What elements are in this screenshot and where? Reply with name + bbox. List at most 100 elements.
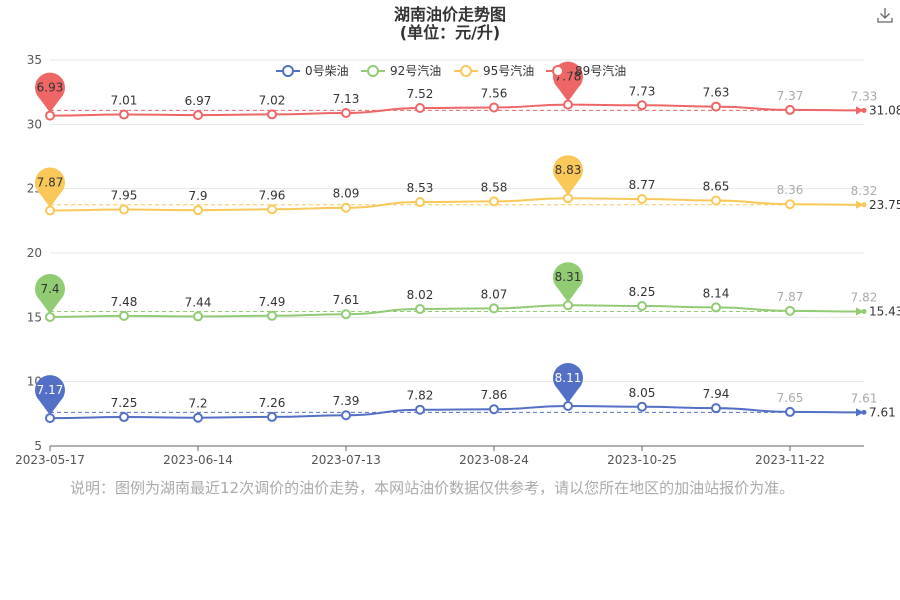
- data-label: 7.52: [407, 87, 434, 101]
- data-point[interactable]: [267, 310, 277, 321]
- data-point[interactable]: [267, 411, 277, 422]
- data-point[interactable]: [267, 204, 277, 215]
- data-point[interactable]: [193, 205, 203, 216]
- data-point[interactable]: [45, 110, 55, 121]
- data-point[interactable]: [119, 109, 129, 120]
- average-label: 23.75: [869, 198, 900, 212]
- data-point[interactable]: [637, 401, 647, 412]
- y-tick-label: 15: [27, 310, 42, 324]
- data-label: 8.32: [851, 184, 878, 198]
- data-point[interactable]: [489, 102, 499, 113]
- data-label: 7.13: [333, 92, 360, 106]
- data-label: 8.02: [407, 288, 434, 302]
- legend-marker: [367, 65, 379, 77]
- data-point[interactable]: [711, 403, 721, 414]
- data-label: 7.73: [629, 84, 656, 98]
- data-point[interactable]: [563, 99, 573, 110]
- data-point[interactable]: [415, 197, 425, 208]
- series-0: 7.61 7.25 7.2 7.26 7.39 7.82 7.86 8.05 7.94 7.65 7…: [35, 362, 896, 424]
- x-axis: 2023-05-17 2023-06-14 2023-07-13 2023-08-24…: [15, 445, 864, 467]
- y-tick-label: 30: [27, 117, 42, 131]
- data-point[interactable]: [45, 311, 55, 322]
- data-label: 7.02: [259, 93, 286, 107]
- min-marker-bubble: [35, 167, 65, 198]
- data-label: 7.26: [259, 396, 286, 410]
- legend-item-1[interactable]: 92号汽油: [361, 63, 441, 78]
- average-arrow: [856, 307, 864, 316]
- data-point[interactable]: [119, 204, 129, 215]
- data-point[interactable]: [637, 301, 647, 312]
- data-point[interactable]: [45, 413, 55, 424]
- data-point[interactable]: [341, 309, 351, 320]
- data-point[interactable]: [861, 309, 867, 315]
- data-point[interactable]: [489, 303, 499, 314]
- data-point[interactable]: [563, 400, 573, 411]
- data-point[interactable]: [861, 202, 867, 208]
- data-point[interactable]: [415, 303, 425, 314]
- average-arrow: [856, 200, 864, 209]
- legend-label: 92号汽油: [390, 63, 441, 78]
- data-point[interactable]: [489, 404, 499, 415]
- data-point[interactable]: [637, 193, 647, 204]
- data-label: 7.39: [333, 394, 360, 408]
- data-point[interactable]: [861, 107, 867, 113]
- data-point[interactable]: [341, 410, 351, 421]
- data-point[interactable]: [119, 310, 129, 321]
- data-point[interactable]: [415, 102, 425, 113]
- data-point[interactable]: [785, 406, 795, 417]
- series-layer: 7.61 7.25 7.2 7.26 7.39 7.82 7.86 8.05 7.94 7.65 7…: [35, 61, 900, 424]
- data-label: 8.25: [629, 285, 656, 299]
- data-point[interactable]: [267, 109, 277, 120]
- data-label: 7.01: [111, 94, 138, 108]
- data-point[interactable]: [563, 193, 573, 204]
- legend-marker: [552, 65, 564, 77]
- data-label: 7.2: [188, 397, 207, 411]
- series-1: 15.43 7.48 7.44 7.49 7.61 8.02 8.07 8.25 8.14 7.8…: [35, 262, 900, 322]
- data-point[interactable]: [711, 101, 721, 112]
- data-point[interactable]: [415, 404, 425, 415]
- data-point[interactable]: [341, 202, 351, 213]
- data-point[interactable]: [711, 195, 721, 206]
- min-marker-bubble: [35, 273, 65, 304]
- legend-item-3[interactable]: 89号汽油: [546, 63, 626, 78]
- legend-item-0[interactable]: 0号柴油: [276, 64, 349, 78]
- data-point[interactable]: [193, 412, 203, 423]
- data-label: 7.49: [259, 295, 286, 309]
- data-label: 7.87: [777, 290, 804, 304]
- series-line: [49, 304, 865, 318]
- chart-note: 说明：图例为湖南最近12次调价的油价走势，本网站油价数据仅供参考，请以您所在地区…: [70, 479, 795, 497]
- legend-marker: [282, 65, 294, 77]
- data-point[interactable]: [45, 205, 55, 216]
- legend-item-2[interactable]: 95号汽油: [454, 63, 534, 78]
- grid-lines: [50, 59, 864, 447]
- data-point[interactable]: [785, 199, 795, 210]
- data-label: 7.82: [407, 389, 434, 403]
- data-point[interactable]: [341, 108, 351, 119]
- max-marker-label: 8.11: [555, 371, 582, 385]
- data-label: 7.9: [188, 189, 207, 203]
- data-point[interactable]: [637, 100, 647, 111]
- data-point[interactable]: [785, 305, 795, 316]
- data-point[interactable]: [193, 110, 203, 121]
- data-point[interactable]: [119, 412, 129, 423]
- data-point[interactable]: [563, 300, 573, 311]
- data-point[interactable]: [785, 104, 795, 115]
- data-label: 7.56: [481, 86, 508, 100]
- x-tick-label: 2023-05-17: [15, 453, 85, 467]
- x-tick-label: 2023-06-14: [163, 453, 233, 467]
- data-label: 7.61: [851, 391, 878, 405]
- legend[interactable]: 0号柴油 92号汽油 95号汽油 89号汽油: [276, 63, 626, 78]
- min-marker-bubble: [35, 375, 65, 406]
- data-point[interactable]: [193, 311, 203, 322]
- average-label: 31.08: [869, 103, 900, 117]
- data-point[interactable]: [711, 302, 721, 313]
- average-arrow: [856, 106, 864, 115]
- data-point[interactable]: [861, 409, 867, 415]
- max-marker-label: 8.83: [555, 163, 582, 177]
- series-line: [49, 197, 865, 212]
- data-point[interactable]: [489, 196, 499, 207]
- data-label: 8.65: [703, 180, 730, 194]
- series-2: 23.75 7.95 7.9 7.96 8.09 8.53 8.58 8.77 8.65 8.36…: [35, 155, 900, 216]
- download-icon[interactable]: [876, 6, 894, 24]
